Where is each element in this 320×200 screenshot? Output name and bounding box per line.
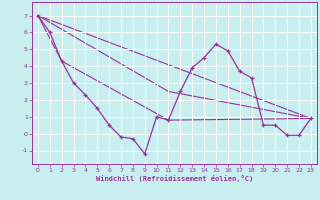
X-axis label: Windchill (Refroidissement éolien,°C): Windchill (Refroidissement éolien,°C) xyxy=(96,175,253,182)
